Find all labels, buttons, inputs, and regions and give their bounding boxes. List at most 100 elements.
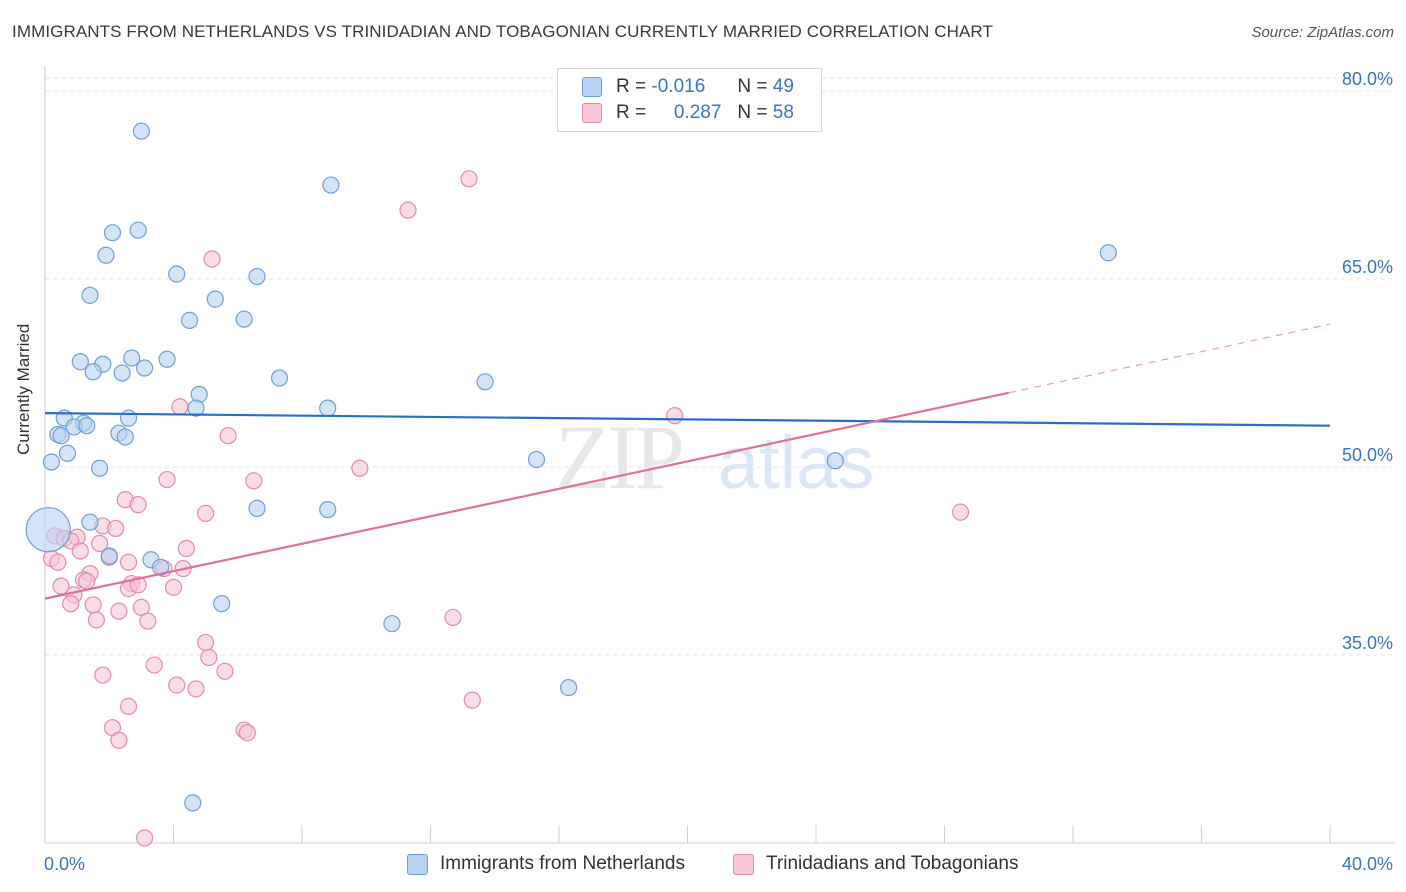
point-trinidadians [238, 724, 256, 742]
legend-n-label: N = [737, 102, 768, 123]
point-trinidadians [168, 676, 186, 694]
point-trinidadians [444, 608, 462, 627]
point-trinidadians [87, 611, 106, 629]
y-axis-label: Currently Married [14, 323, 33, 455]
point-trinidadians [951, 503, 970, 521]
point-netherlands [184, 794, 202, 812]
point-netherlands [135, 359, 154, 377]
bottom-legend-netherlands: Immigrants from Netherlands [407, 851, 685, 877]
point-trinidadians [171, 398, 189, 416]
point-trinidadians [177, 539, 195, 558]
legend-row-netherlands: R = -0.016 N = 49 [582, 75, 794, 99]
point-trinidadians [197, 504, 215, 523]
point-netherlands [113, 364, 131, 382]
point-netherlands [187, 399, 205, 417]
point-trinidadians [463, 691, 481, 709]
trend-line-netherlands [44, 412, 1331, 427]
trend-lines [44, 323, 1331, 600]
point-netherlands [248, 267, 266, 286]
x-tick-label: 40.0% [1342, 854, 1393, 874]
x-tick-label: 0.0% [44, 854, 85, 874]
point-netherlands [42, 453, 61, 471]
watermark: ZIP atlas [555, 406, 874, 508]
point-netherlands [383, 615, 401, 633]
bottom-legend-trinidadians: Trinidadians and Tobagonians [733, 851, 1018, 877]
point-trinidadians [158, 470, 176, 489]
point-trinidadians [197, 633, 215, 652]
correlation-legend: R = -0.016 N = 49 R = 0.287 N = 58 [557, 68, 822, 132]
point-trinidadians [187, 680, 205, 698]
point-netherlands [826, 452, 844, 470]
point-trinidadians [351, 459, 369, 477]
point-netherlands [152, 558, 170, 576]
point-netherlands [319, 501, 337, 519]
point-trinidadians [62, 595, 80, 613]
point-trinidadians [203, 250, 221, 268]
point-netherlands [91, 459, 109, 477]
point-netherlands [1099, 244, 1117, 262]
y-tick-label: 50.0% [1342, 445, 1393, 465]
point-trinidadians [94, 666, 112, 684]
series-netherlands-points [25, 122, 1117, 812]
watermark-zip: ZIP [555, 406, 682, 508]
point-netherlands [270, 369, 289, 387]
point-trinidadians [460, 170, 478, 188]
point-trinidadians [245, 472, 263, 490]
bottom-legend-label-netherlands: Immigrants from Netherlands [440, 853, 685, 874]
point-trinidadians [84, 596, 102, 614]
bottom-legend-label-trinidadians: Trinidadians and Tobagonians [766, 853, 1019, 874]
point-trinidadians [132, 598, 150, 616]
point-trinidadians [119, 697, 138, 715]
grid-lines [45, 77, 1395, 656]
legend-swatch-pink [582, 103, 602, 123]
y-tick-label: 80.0% [1342, 69, 1393, 89]
point-trinidadians [666, 407, 684, 425]
point-netherlands [527, 450, 546, 469]
y-tick-label: 65.0% [1342, 257, 1393, 277]
trend-line-trinidadians-extension [1008, 323, 1331, 394]
legend-n-value-netherlands: 49 [772, 76, 794, 97]
point-netherlands [129, 221, 147, 239]
source-credit: Source: ZipAtlas.com [1251, 24, 1394, 41]
axes [44, 66, 1395, 844]
point-netherlands [158, 350, 176, 368]
point-netherlands [97, 246, 115, 264]
legend-n-value-trinidadians: 58 [772, 102, 794, 123]
point-netherlands [248, 499, 266, 517]
legend-r-label: R = [616, 76, 647, 97]
point-netherlands [52, 427, 70, 445]
legend-swatch-blue [582, 77, 602, 97]
point-trinidadians [219, 427, 237, 445]
point-netherlands [78, 417, 96, 435]
point-trinidadians [145, 656, 163, 674]
legend-r-value-netherlands: -0.016 [651, 76, 706, 97]
legend-r-label: R = [616, 102, 647, 123]
point-trinidadians [139, 612, 157, 630]
legend-n-label: N = [737, 76, 768, 97]
point-netherlands [168, 265, 186, 283]
point-netherlands [235, 310, 253, 328]
point-trinidadians [129, 496, 147, 514]
point-netherlands [123, 349, 141, 367]
point-trinidadians [110, 731, 128, 749]
point-trinidadians [164, 578, 183, 596]
point-trinidadians [110, 602, 128, 620]
watermark-atlas: atlas [718, 421, 874, 504]
point-trinidadians [129, 576, 147, 594]
point-netherlands [180, 311, 199, 330]
point-netherlands [213, 595, 231, 613]
point-netherlands [560, 678, 578, 697]
point-netherlands [322, 176, 340, 194]
point-netherlands [81, 513, 99, 531]
bottom-legend-swatch-blue [407, 853, 428, 875]
legend-row-trinidadians: R = 0.287 N = 58 [582, 101, 794, 125]
point-netherlands [319, 399, 337, 417]
point-trinidadians [91, 534, 109, 553]
point-netherlands [206, 290, 224, 308]
point-trinidadians [71, 542, 89, 560]
point-netherlands [25, 507, 71, 553]
point-trinidadians [216, 662, 234, 680]
point-netherlands [71, 353, 89, 371]
point-netherlands [103, 224, 122, 242]
